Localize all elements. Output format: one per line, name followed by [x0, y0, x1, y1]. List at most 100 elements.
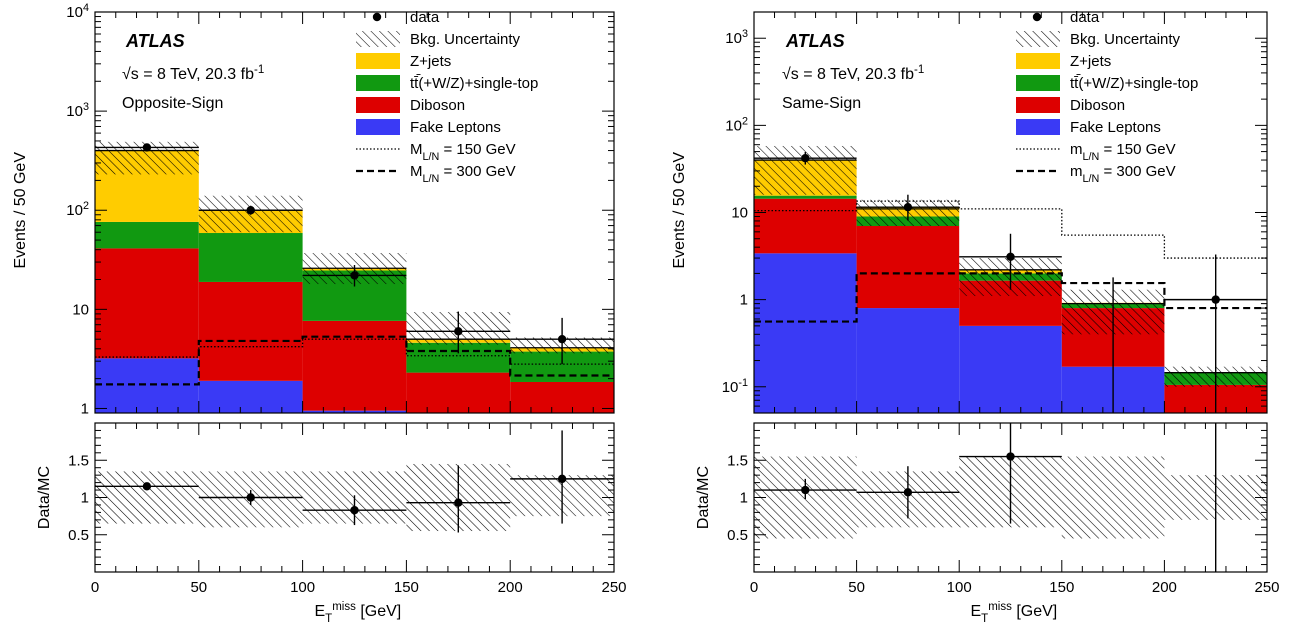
bar-diboson-bin-1 — [856, 225, 960, 309]
bar-fake-leptons-bin-2 — [959, 325, 1062, 413]
bar-fake-leptons-bin-0 — [754, 253, 857, 413]
energy-luminosity-label: √s = 8 TeV, 20.3 fb-1 — [782, 64, 924, 83]
x-axis-label: ETmiss [GeV] — [315, 601, 402, 625]
legend-label: tt̄(+W/Z)+single-top — [410, 75, 538, 92]
ratio-point-0 — [142, 482, 152, 491]
legend-swatch — [1016, 75, 1060, 91]
legend-label: Bkg. Uncertainty — [410, 31, 521, 48]
x-tick-label: 200 — [498, 579, 523, 596]
bar-diboson-bin-0 — [95, 248, 199, 359]
y-tick-label: 1 — [81, 400, 89, 417]
x-axis-label: ETmiss [GeV] — [971, 601, 1058, 625]
y-tick-label: 103 — [725, 28, 748, 47]
ratio-point-1 — [246, 493, 255, 502]
legend-label: tt̄(+W/Z)+single-top — [1070, 75, 1198, 92]
legend-swatch — [356, 53, 400, 69]
y-tick-label: 10-1 — [722, 377, 748, 396]
data-point-4 — [1211, 295, 1220, 304]
bar-diboson-bin-4 — [510, 381, 614, 413]
legend-swatch — [1016, 97, 1060, 113]
x-tick-label: 150 — [394, 579, 419, 596]
y-tick-label: 10 — [72, 301, 89, 318]
experiment-label: ATLAS — [785, 31, 845, 51]
bar-tt-w-z-single-top-bin-1 — [198, 233, 303, 282]
legend-label: mL/N = 150 GeV — [1070, 141, 1176, 163]
ratio-point-1 — [903, 488, 913, 497]
ratio-point-2 — [350, 505, 359, 515]
x-tick-label: 200 — [1152, 579, 1177, 596]
ratio-y-tick-label: 1.5 — [727, 452, 748, 469]
signal-dotted-line — [754, 200, 1267, 259]
data-point-3 — [454, 327, 463, 336]
bar-fake-leptons-bin-1 — [856, 308, 960, 413]
x-tick-label: 150 — [1049, 579, 1074, 596]
data-point-2 — [1006, 252, 1015, 262]
y-tick-label: 103 — [66, 101, 89, 120]
y-tick-label: 102 — [725, 115, 748, 134]
legend-uncertainty-swatch — [1016, 31, 1060, 47]
legend-swatch — [356, 97, 400, 113]
bar-fake-leptons-bin-0 — [95, 358, 199, 413]
main-plot-area — [95, 141, 614, 413]
legend-label: ML/N = 150 GeV — [410, 141, 516, 163]
region-label: Opposite-Sign — [122, 95, 223, 112]
legend-swatch — [1016, 119, 1060, 135]
y-tick-label: 10 — [731, 205, 748, 222]
data-point-1 — [903, 203, 913, 212]
y-axis-label: Events / 50 GeV — [671, 152, 688, 269]
ratio-point-3 — [454, 498, 463, 507]
data-point-0 — [142, 143, 152, 152]
ratio-point-2 — [1006, 452, 1015, 461]
bar-fake-leptons-bin-2 — [302, 410, 407, 413]
legend-label: Fake Leptons — [410, 119, 501, 136]
data-point-4 — [557, 334, 567, 344]
bar-fake-leptons-bin-1 — [198, 380, 303, 413]
ratio-point-0 — [801, 485, 810, 495]
bar-tt-w-z-single-top-bin-0 — [95, 221, 199, 249]
legend-label: data — [410, 9, 440, 26]
bar-diboson-bin-0 — [754, 198, 857, 254]
same-sign-chart: 10-1 1 10 102 103 Events / 50 GeV ATLAS √s = 8 … — [671, 9, 1280, 625]
data-point-0 — [801, 153, 810, 163]
data-point-1 — [246, 206, 255, 215]
ratio-point-4 — [557, 474, 567, 484]
y-tick-label: 1 — [740, 292, 748, 309]
main-plot-area — [754, 145, 1267, 413]
data-point-2 — [350, 271, 359, 280]
legend-label: Z+jets — [410, 53, 451, 70]
energy-luminosity-label: √s = 8 TeV, 20.3 fb-1 — [122, 64, 264, 83]
legend-swatch — [1016, 53, 1060, 69]
ratio-y-tick-label: 1 — [81, 490, 89, 507]
legend-label: Diboson — [1070, 97, 1125, 114]
legend-swatch — [356, 75, 400, 91]
x-tick-label: 50 — [848, 579, 865, 596]
legend-data-marker — [372, 12, 382, 22]
y-tick-label: 104 — [66, 2, 89, 21]
signal-dashed-line — [95, 335, 614, 386]
ratio-uncertainty-band-bin-3 — [1061, 456, 1165, 539]
bar-diboson-bin-1 — [198, 281, 303, 381]
legend-label: Bkg. Uncertainty — [1070, 31, 1181, 48]
bar-tt-w-z-single-top-bin-0 — [754, 195, 857, 199]
experiment-label: ATLAS — [125, 31, 185, 51]
region-label: Same-Sign — [782, 95, 861, 112]
ratio-uncertainty-band-bin-0 — [95, 471, 199, 524]
bar-diboson-bin-2 — [302, 320, 407, 411]
x-tick-label: 100 — [290, 579, 315, 596]
legend-label: Fake Leptons — [1070, 119, 1161, 136]
legend-label: ML/N = 300 GeV — [410, 163, 516, 185]
x-tick-label: 250 — [1254, 579, 1279, 596]
main-plot-frame — [94, 11, 615, 414]
ratio-y-tick-label: 0.5 — [727, 527, 748, 544]
ratio-plot-area — [95, 430, 614, 533]
legend-uncertainty-swatch — [356, 31, 400, 47]
y-tick-label: 102 — [66, 200, 89, 219]
ratio-y-axis-label: Data/MC — [36, 466, 53, 529]
x-tick-label: 0 — [750, 579, 758, 596]
ratio-y-axis-label: Data/MC — [695, 466, 712, 529]
legend-label: mL/N = 300 GeV — [1070, 163, 1176, 185]
legend-swatch — [356, 119, 400, 135]
legend-label: data — [1070, 9, 1100, 26]
